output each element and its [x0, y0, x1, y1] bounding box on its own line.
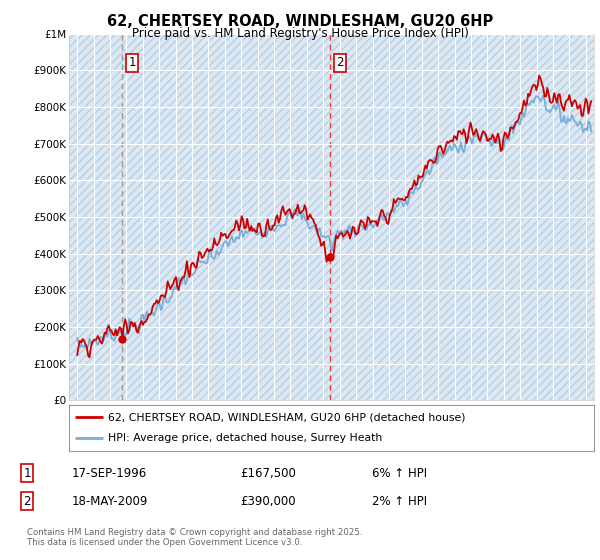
Text: £167,500: £167,500 [240, 466, 296, 480]
Text: 1: 1 [128, 57, 136, 69]
Text: 1: 1 [23, 466, 31, 480]
Text: 2% ↑ HPI: 2% ↑ HPI [372, 494, 427, 508]
Text: HPI: Average price, detached house, Surrey Heath: HPI: Average price, detached house, Surr… [109, 433, 383, 444]
Text: £390,000: £390,000 [240, 494, 296, 508]
Text: 2: 2 [336, 57, 344, 69]
Polygon shape [69, 34, 134, 400]
Text: Price paid vs. HM Land Registry's House Price Index (HPI): Price paid vs. HM Land Registry's House … [131, 27, 469, 40]
Text: 17-SEP-1996: 17-SEP-1996 [72, 466, 147, 480]
Text: 62, CHERTSEY ROAD, WINDLESHAM, GU20 6HP (detached house): 62, CHERTSEY ROAD, WINDLESHAM, GU20 6HP … [109, 412, 466, 422]
Text: 62, CHERTSEY ROAD, WINDLESHAM, GU20 6HP: 62, CHERTSEY ROAD, WINDLESHAM, GU20 6HP [107, 14, 493, 29]
Text: 2: 2 [23, 494, 31, 508]
Text: 18-MAY-2009: 18-MAY-2009 [72, 494, 148, 508]
Text: 6% ↑ HPI: 6% ↑ HPI [372, 466, 427, 480]
Text: Contains HM Land Registry data © Crown copyright and database right 2025.
This d: Contains HM Land Registry data © Crown c… [27, 528, 362, 547]
